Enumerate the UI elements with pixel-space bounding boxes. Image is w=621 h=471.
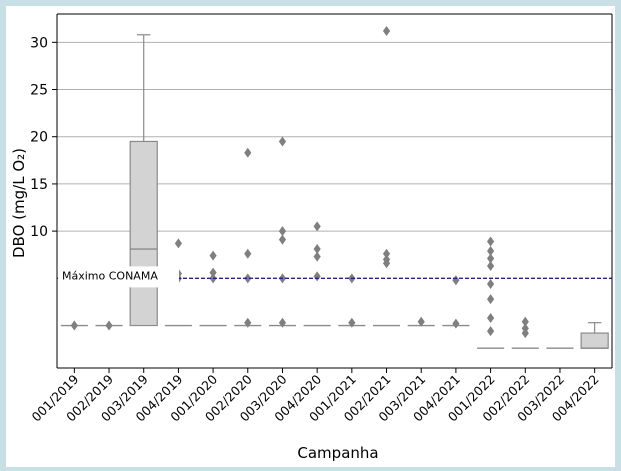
outlier-002-2020-2 [244,273,252,284]
outlier-001-2022-5 [486,294,495,305]
figure-panel: Máximo CONAMA 10 15 20 25 30 001/2019 002/2019… [6,6,615,467]
outlier-001-2019-0 [70,320,78,331]
outlier-002-2021-3 [382,258,391,269]
y-tick-label-25: 25 [30,83,48,99]
outlier-001-2020-1 [209,267,217,278]
outlier-001-2022-2 [486,253,495,264]
y-tick-label-20: 20 [30,130,48,146]
outlier-004-2019-0 [174,238,183,249]
outlier-003-2020-1 [278,226,287,237]
boxplot-chart: Máximo CONAMA 1015202530001/2019002/2019… [10,13,613,462]
outlier-004-2020-2 [313,251,321,262]
outlier-004-2020-0 [313,221,321,232]
outlier-004-2020-1 [313,244,321,255]
outlier-004-2021-0 [452,275,460,286]
outlier-001-2021-1 [348,317,356,328]
x-axis-label: Campanha [297,444,378,462]
outlier-001-2022-4 [486,278,495,289]
outlier-002-2020-1 [244,248,252,259]
reference-line-group: Máximo CONAMA [57,266,612,288]
outlier-001-2022-7 [486,326,495,337]
outlier-002-2020-0 [244,147,252,158]
outlier-001-2022-6 [486,312,495,323]
outlier-001-2022-1 [486,245,495,256]
box-003-2019 [129,140,158,327]
y-axis-label: DBO (mg/L O₂) [10,148,28,258]
outlier-002-2021-0 [382,25,391,36]
boxes [60,25,609,349]
axes: 1015202530001/2019002/2019003/2019004/20… [29,13,613,424]
outlier-001-2022-0 [486,236,495,247]
outlier-002-2021-1 [382,248,391,259]
box-004-2022 [580,332,609,349]
outlier-002-2022-2 [521,328,529,339]
outlier-003-2020-2 [278,234,287,245]
outlier-002-2019-0 [105,320,113,331]
outlier-004-2021-1 [452,318,460,329]
y-tick-label-10: 10 [30,224,48,240]
outlier-003-2020-4 [278,317,287,328]
outlier-004-2020-3 [313,271,321,282]
reference-label-background [58,266,179,288]
y-tick-label-30: 30 [30,35,48,51]
y-tick-label-15: 15 [30,177,48,193]
outlier-001-2020-0 [209,250,217,261]
outlier-003-2020-0 [278,136,287,147]
outlier-002-2020-3 [244,317,252,328]
outlier-001-2022-3 [486,261,495,272]
outlier-003-2021-0 [417,316,425,327]
reference-line-label: Máximo CONAMA [62,269,158,282]
outlier-002-2022-0 [521,316,529,327]
